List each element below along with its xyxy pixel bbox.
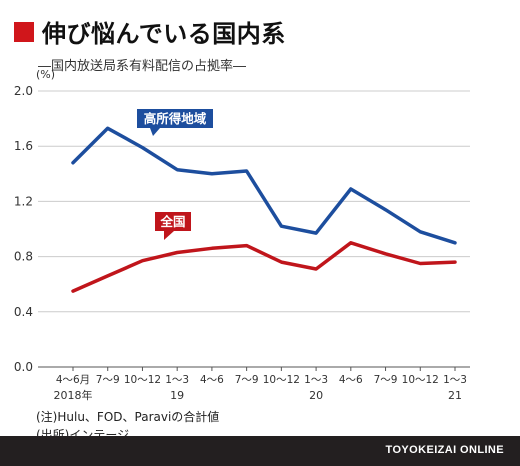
x-tick-label: 10～12 (263, 374, 300, 386)
y-tick-label: 1.6 (14, 139, 33, 153)
note-text: (注)Hulu、FOD、Paraviの合計値 (36, 410, 220, 424)
x-year-label: 20 (309, 389, 323, 402)
title-row: 伸び悩んでいる国内系 (14, 14, 286, 49)
series-line-0 (71, 126, 457, 245)
x-tick-label: 1～3 (443, 374, 467, 386)
chart-subtitle: ―国内放送局系有料配信の占拠率― (38, 59, 247, 74)
y-tick-label: 2.0 (14, 84, 33, 98)
y-tick-label: 0.0 (14, 360, 33, 374)
legend-label-1: 全国 (159, 214, 185, 229)
legend-pointer-0 (150, 128, 160, 136)
x-tick-label: 7～9 (96, 374, 120, 386)
y-unit-label: (%) (36, 68, 55, 81)
x-tick-label: 4～6 (200, 374, 224, 386)
x-tick-label: 7～9 (235, 374, 259, 386)
x-tick-label: 10～12 (124, 374, 161, 386)
y-tick-label: 0.4 (14, 305, 33, 319)
chart-title: 伸び悩んでいる国内系 (42, 20, 286, 48)
legend-label-0: 高所得地域 (144, 111, 207, 126)
x-tick-label: 1～3 (165, 374, 189, 386)
legend-box-1 (155, 212, 191, 231)
legend-pointer-1 (164, 231, 174, 240)
footer-bar: TOYOKEIZAI ONLINE (0, 436, 520, 466)
x-tick-label: 4～6 (339, 374, 363, 386)
x-tick-label: 10～12 (402, 374, 439, 386)
brand-logo-text: TOYOKEIZAI ONLINE (385, 444, 504, 456)
legend-box-0 (137, 109, 213, 128)
x-year-label: 2018年 (54, 388, 93, 402)
x-tick-label: 1～3 (304, 374, 328, 386)
title-marker (14, 21, 34, 42)
x-year-label: 21 (448, 389, 462, 402)
y-tick-label: 0.8 (14, 250, 33, 264)
x-tick-label: 4～6月 (56, 374, 90, 386)
y-tick-label: 1.2 (14, 194, 33, 208)
x-year-label: 19 (170, 389, 184, 402)
series-line-1 (71, 241, 457, 293)
x-tick-label: 7～9 (374, 374, 398, 386)
